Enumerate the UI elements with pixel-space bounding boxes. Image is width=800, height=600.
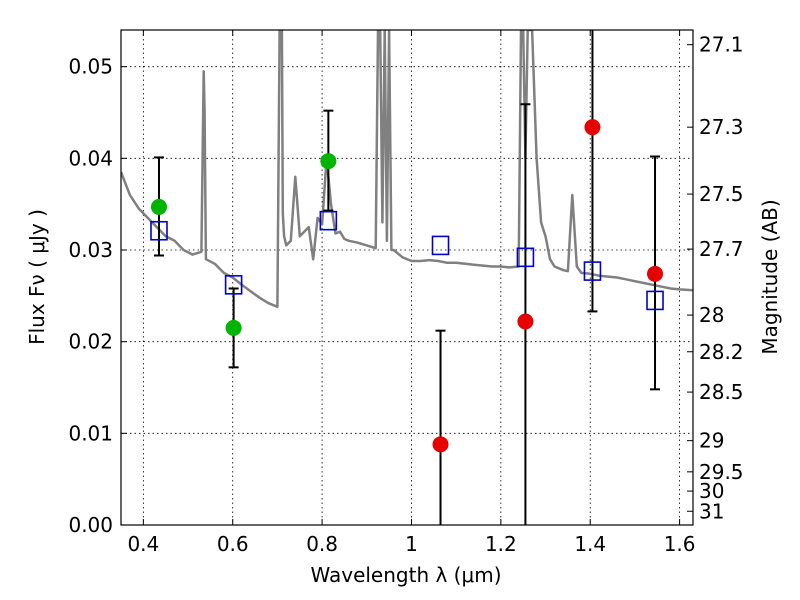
- x-tick-label: 0.6: [217, 532, 249, 556]
- right-tick-label: 28.2: [699, 340, 744, 364]
- detection-point: [225, 319, 242, 336]
- upper-limit-point: [432, 436, 449, 453]
- x-tick-label: 0.4: [127, 532, 159, 556]
- y-tick-label: 0.00: [68, 513, 113, 537]
- right-tick-label: 27.5: [699, 182, 744, 206]
- right-tick-label: 27.3: [699, 115, 744, 139]
- upper-limit-point: [584, 119, 601, 136]
- x-tick-label: 0.8: [306, 532, 338, 556]
- y-axis-title: Flux Fν ( μJy ): [25, 209, 49, 345]
- model-photometry-square: [431, 235, 450, 256]
- upper-limit-point: [517, 313, 534, 330]
- x-tick-label: 1.6: [664, 532, 696, 556]
- y-tick-label: 0.05: [68, 55, 113, 79]
- series-layer: [121, 30, 693, 309]
- model-photometry-square: [516, 247, 535, 268]
- right-tick-label: 28: [699, 303, 724, 327]
- right-tick-label: 28.5: [699, 380, 744, 404]
- x-tick-label: 1: [405, 532, 418, 556]
- x-tick-label: 1.4: [574, 532, 606, 556]
- model-photometry-square: [319, 210, 338, 231]
- right-tick-label: 31: [699, 499, 724, 523]
- right-tick-label: 29: [699, 429, 724, 453]
- x-tick-label: 1.2: [485, 532, 517, 556]
- y-tick-label: 0.04: [68, 146, 113, 170]
- spectrum-line: [121, 30, 693, 309]
- upper-limit-point: [647, 265, 664, 282]
- model-photometry-square: [646, 290, 664, 311]
- right-axis-title: Magnitude (AB): [758, 199, 782, 354]
- marker-layer: [150, 119, 664, 453]
- model-photometry-square: [150, 220, 168, 241]
- x-axis-title: Wavelength λ (μm): [310, 563, 501, 587]
- detection-point: [320, 153, 337, 170]
- y-tick-label: 0.01: [68, 421, 113, 445]
- axes-layer: 0.4 0.6 0.8 1 1.2 1.4 1.6 0.00 0.01 0.02 0.03 0.04 0…: [68, 30, 744, 556]
- right-tick-label: 27.7: [699, 237, 744, 261]
- model-photometry-square: [583, 261, 602, 281]
- right-tick-label: 29.5: [699, 460, 744, 484]
- model-photometry-square: [224, 275, 243, 295]
- detection-point: [150, 198, 167, 215]
- plot-frame: [120, 29, 694, 526]
- y-tick-label: 0.02: [68, 330, 113, 354]
- right-tick-label: 27.1: [699, 33, 744, 57]
- y-tick-label: 0.03: [68, 238, 113, 262]
- right-tick-label: 30: [699, 479, 724, 503]
